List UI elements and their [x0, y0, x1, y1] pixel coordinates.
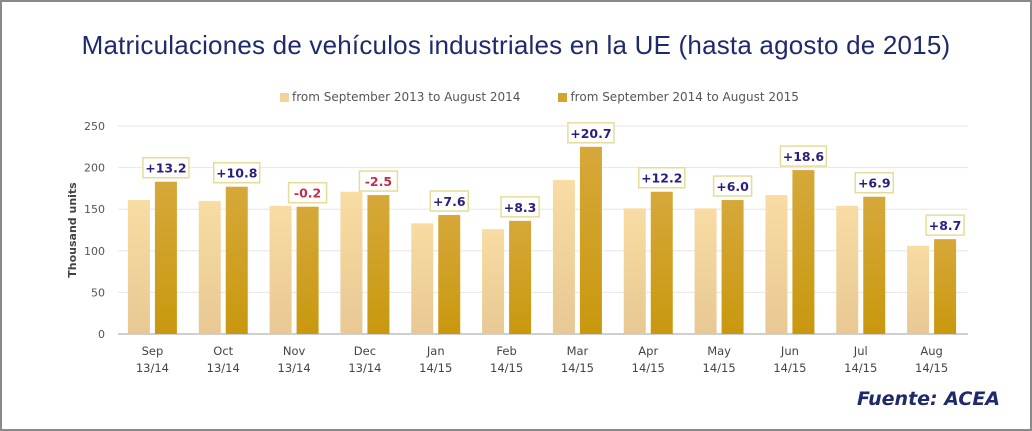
bar-2013-2014-apr	[623, 208, 646, 334]
x-tick-month: May	[707, 344, 731, 358]
legend-item-2014-2015: from September 2014 to August 2015	[558, 90, 799, 104]
x-tick-period: 14/15	[844, 361, 877, 375]
y-tick-label: 0	[98, 328, 105, 341]
x-tick-period: 14/15	[703, 361, 736, 375]
legend-swatch-dark	[558, 92, 568, 102]
y-tick-label: 200	[84, 162, 105, 175]
change-label-box	[142, 156, 190, 179]
change-label: +18.6	[783, 149, 825, 164]
x-tick-period: 14/15	[419, 361, 452, 375]
bar-2014-2015-mar	[579, 146, 602, 334]
y-tick-label: 100	[84, 245, 105, 258]
change-label: +10.8	[216, 166, 257, 181]
change-label-box	[287, 181, 328, 204]
x-tick-month: Apr	[638, 344, 658, 358]
bar-2014-2015-aug	[934, 239, 957, 334]
change-label-box	[358, 170, 399, 192]
x-tick-period: 14/15	[632, 361, 665, 375]
change-label: +6.0	[716, 179, 749, 194]
bar-2014-2015-jun	[792, 170, 815, 334]
x-tick-month: Dec	[354, 344, 376, 358]
bar-2014-2015-jul	[863, 196, 886, 334]
x-tick-month: Nov	[283, 344, 306, 358]
x-tick-period: 14/15	[773, 361, 806, 375]
bar-2014-2015-nov	[296, 206, 319, 334]
change-label-box	[779, 145, 828, 167]
bar-2013-2014-may	[694, 208, 717, 334]
change-label: +6.9	[858, 176, 891, 191]
change-label: +13.2	[145, 161, 186, 176]
bar-2013-2014-oct	[198, 200, 221, 334]
x-tick-month: Jun	[780, 344, 799, 358]
x-tick-period: 14/15	[561, 361, 594, 375]
x-tick-month: Mar	[567, 344, 589, 358]
x-tick-period: 13/14	[136, 361, 169, 375]
change-label-box	[213, 161, 261, 184]
legend: from September 2013 to August 2014 from …	[280, 90, 799, 104]
legend-swatch-light	[280, 92, 289, 102]
change-label-box	[712, 175, 753, 197]
change-label-box	[567, 122, 615, 144]
y-tick-label: 50	[91, 286, 105, 299]
source-note: Fuente: ACEA	[856, 388, 1000, 410]
bar-2013-2014-jul	[836, 205, 859, 334]
legend-item-2013-2014: from September 2013 to August 2014	[280, 90, 520, 104]
x-tick-month: Aug	[920, 344, 942, 358]
bar-2014-2015-apr	[650, 191, 673, 334]
bar-2013-2014-aug	[907, 245, 930, 334]
x-tick-period: 14/15	[915, 361, 948, 375]
change-label: -2.5	[365, 174, 392, 189]
bar-2013-2014-jan	[411, 223, 434, 334]
bar-2013-2014-jun	[765, 195, 788, 334]
x-tick-period: 13/14	[207, 361, 240, 375]
chart-title: Matriculaciones de vehículos industriale…	[81, 30, 951, 60]
bar-2013-2014-nov	[269, 205, 292, 334]
bar-2014-2015-dec	[367, 195, 390, 334]
bar-2014-2015-may	[721, 200, 744, 334]
y-tick-label: 150	[84, 203, 105, 216]
x-tick-period: 13/14	[278, 361, 311, 375]
x-tick-month: Jan	[426, 344, 445, 358]
x-tick-month: Jul	[853, 344, 868, 358]
change-label: +20.7	[570, 126, 611, 141]
bar-2013-2014-sep	[127, 200, 150, 334]
bar-2014-2015-sep	[154, 181, 177, 334]
bar-2014-2015-oct	[225, 186, 248, 334]
bar-2014-2015-feb	[509, 220, 532, 334]
change-label-box	[854, 171, 894, 194]
bar-2014-2015-jan	[438, 215, 461, 334]
bar-2013-2014-mar	[552, 180, 575, 334]
legend-label: from September 2014 to August 2015	[570, 90, 799, 104]
x-tick-month: Sep	[142, 344, 164, 358]
change-label: -0.2	[294, 186, 321, 201]
change-label: +7.6	[433, 194, 466, 209]
bar-2013-2014-dec	[340, 191, 363, 334]
x-tick-period: 13/14	[348, 361, 381, 375]
change-label-box	[638, 166, 686, 189]
change-label: +8.3	[504, 200, 537, 215]
change-label: +8.7	[929, 218, 962, 233]
legend-label: from September 2013 to August 2014	[292, 90, 521, 104]
y-axis-title: Thousand units	[66, 182, 79, 278]
y-tick-label: 250	[84, 120, 105, 133]
change-label: +12.2	[641, 171, 682, 186]
x-tick-month: Oct	[213, 344, 233, 358]
change-label-box	[429, 190, 469, 212]
x-tick-period: 14/15	[490, 361, 523, 375]
change-label-box	[500, 196, 540, 218]
bar-2013-2014-feb	[482, 229, 505, 334]
change-label-box	[925, 214, 965, 236]
x-tick-month: Feb	[496, 344, 516, 358]
